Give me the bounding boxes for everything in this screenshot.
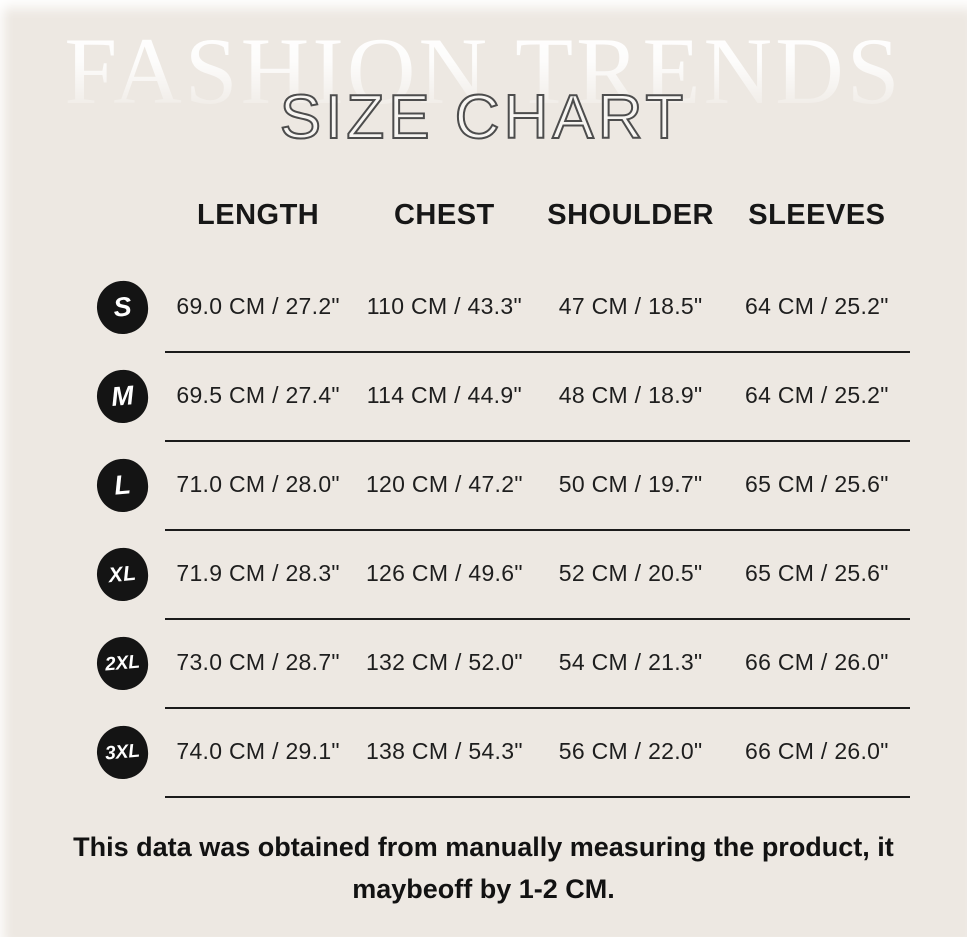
length-cell: 74.0 CM / 29.1" [165, 707, 352, 798]
sleeves-cell: 66 CM / 26.0" [723, 618, 910, 709]
chest-cell: 114 CM / 44.9" [351, 351, 538, 442]
length-cell: 71.0 CM / 28.0" [165, 440, 352, 531]
table-row-2xl: 2XL 73.0 CM / 28.7" 132 CM / 52.0" 54 CM… [94, 618, 910, 709]
sleeves-cell: 65 CM / 25.6" [723, 529, 910, 620]
length-cell: 69.5 CM / 27.4" [165, 351, 352, 442]
badge-cell: 2XL [94, 619, 165, 708]
watermark-text: FASHION TRENDS [0, 16, 967, 126]
chest-cell: 126 CM / 49.6" [351, 529, 538, 620]
size-badge-2xl: 2XL [94, 634, 151, 693]
length-cell: 71.9 CM / 28.3" [165, 529, 352, 620]
measurement-disclaimer: This data was obtained from manually mea… [0, 826, 967, 910]
column-header-length: LENGTH [197, 199, 320, 231]
badge-cell: M [94, 352, 165, 441]
size-badge-3xl: 3XL [94, 723, 151, 782]
shoulder-cell: 54 CM / 21.3" [537, 618, 724, 709]
size-table: LENGTH CHEST SHOULDER SLEEVES S 69.0 CM … [94, 185, 910, 798]
badge-cell: 3XL [94, 708, 165, 797]
table-row-xl: XL 71.9 CM / 28.3" 126 CM / 49.6" 52 CM … [94, 529, 910, 620]
shoulder-cell: 56 CM / 22.0" [537, 707, 724, 798]
sleeves-cell: 64 CM / 25.2" [723, 351, 910, 442]
chest-cell: 132 CM / 52.0" [351, 618, 538, 709]
column-header-shoulder: SHOULDER [547, 199, 714, 231]
table-row-s: S 69.0 CM / 27.2" 110 CM / 43.3" 47 CM /… [94, 262, 910, 353]
table-row-m: M 69.5 CM / 27.4" 114 CM / 44.9" 48 CM /… [94, 351, 910, 442]
length-cell: 73.0 CM / 28.7" [165, 618, 352, 709]
size-badge-xl: XL [94, 545, 151, 604]
sleeves-cell: 66 CM / 26.0" [723, 707, 910, 798]
table-row-3xl: 3XL 74.0 CM / 29.1" 138 CM / 54.3" 56 CM… [94, 707, 910, 798]
chest-cell: 110 CM / 43.3" [351, 262, 538, 353]
chest-cell: 138 CM / 54.3" [351, 707, 538, 798]
length-cell: 69.0 CM / 27.2" [165, 262, 352, 353]
sleeves-cell: 64 CM / 25.2" [723, 262, 910, 353]
shoulder-cell: 48 CM / 18.9" [537, 351, 724, 442]
size-badge-m: M [94, 367, 151, 426]
column-header-sleeves: SLEEVES [748, 199, 886, 231]
disclaimer-line-1: This data was obtained from manually mea… [73, 832, 894, 862]
chest-cell: 120 CM / 47.2" [351, 440, 538, 531]
header-badge-spacer [97, 185, 165, 263]
size-badge-l: L [94, 456, 151, 515]
table-header-row: LENGTH CHEST SHOULDER SLEEVES [97, 185, 910, 263]
badge-cell: XL [94, 530, 165, 619]
table-row-l: L 71.0 CM / 28.0" 120 CM / 47.2" 50 CM /… [94, 440, 910, 531]
disclaimer-line-2: maybeoff by 1-2 CM. [352, 874, 615, 904]
sleeves-cell: 65 CM / 25.6" [723, 440, 910, 531]
shoulder-cell: 47 CM / 18.5" [537, 262, 724, 353]
shoulder-cell: 50 CM / 19.7" [537, 440, 724, 531]
badge-cell: L [94, 441, 165, 530]
page-title: SIZE CHART [279, 82, 688, 153]
size-badge-s: S [94, 278, 151, 337]
shoulder-cell: 52 CM / 20.5" [537, 529, 724, 620]
column-header-chest: CHEST [393, 199, 495, 231]
badge-cell: S [94, 263, 165, 352]
